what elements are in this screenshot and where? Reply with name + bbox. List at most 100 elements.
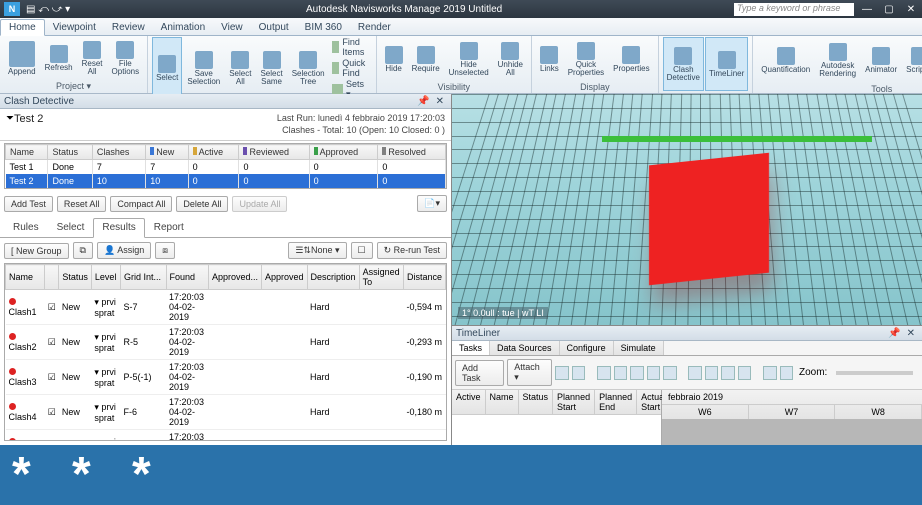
links-button[interactable]: Links: [536, 37, 563, 81]
test-row[interactable]: Test 2Done10100000: [6, 174, 446, 188]
clash-highlight: [649, 152, 769, 285]
scripter-button[interactable]: Scripter: [902, 37, 922, 83]
tl-tool-icon[interactable]: [614, 366, 627, 380]
tl-tab-tasks[interactable]: Tasks: [452, 341, 490, 355]
tab-bim-360[interactable]: BIM 360: [297, 20, 350, 35]
properties-button[interactable]: Properties: [609, 37, 653, 81]
tab-home[interactable]: Home: [0, 19, 45, 36]
hide-unsel-button[interactable]: Hide Unselected: [445, 37, 493, 81]
clash-detective-panel: Clash Detective 📌 ✕ ⏷ Test 2 Last Run: l…: [0, 94, 452, 445]
isolate-button[interactable]: ☐: [351, 242, 373, 259]
results-table[interactable]: NameStatusLevelGrid Int...FoundApproved.…: [4, 263, 447, 441]
tl-tool-icon[interactable]: [597, 366, 610, 380]
minimize-icon[interactable]: —: [860, 4, 874, 15]
tl-tool-icon[interactable]: [630, 366, 643, 380]
tl-tool-icon[interactable]: [555, 366, 568, 380]
append-button[interactable]: Append: [4, 37, 40, 80]
rendering-button[interactable]: Autodesk Rendering: [815, 37, 860, 83]
panel-close-icon[interactable]: ✕: [433, 96, 447, 107]
tl-tool-icon[interactable]: [688, 366, 701, 380]
zoom-label: Zoom:: [799, 367, 827, 378]
delete-all-button[interactable]: Delete All: [176, 196, 228, 212]
tl-tool-icon[interactable]: [663, 366, 676, 380]
clash-subtabs: RulesSelectResultsReport: [0, 218, 451, 238]
tab-render[interactable]: Render: [350, 20, 399, 35]
refresh-button[interactable]: Refresh: [41, 37, 77, 80]
quantification-button[interactable]: Quantification: [757, 37, 814, 83]
tl-close-icon[interactable]: ✕: [904, 328, 918, 339]
clash-row[interactable]: Clash4☑New▾ prvi spratF-617:20:03 04-02-…: [6, 395, 446, 430]
clash-row[interactable]: Clash5☑New▾ prvi spratP(1)-4(1)17:20:03 …: [6, 430, 446, 441]
export-button[interactable]: 📄▾: [417, 195, 447, 212]
tl-tool-icon[interactable]: [705, 366, 718, 380]
hide-button[interactable]: Hide: [381, 37, 407, 81]
pin-icon[interactable]: 📌: [414, 96, 432, 107]
subtab-report[interactable]: Report: [145, 218, 193, 237]
rerun-button[interactable]: ↻ Re-run Test: [377, 242, 447, 259]
animator-button[interactable]: Animator: [861, 37, 901, 83]
tl-tool-icon[interactable]: [780, 366, 793, 380]
compact-all-button[interactable]: Compact All: [110, 196, 172, 212]
require-button[interactable]: Require: [408, 37, 444, 81]
current-test-name: Test 2: [14, 113, 43, 136]
tab-view[interactable]: View: [213, 20, 251, 35]
test-row[interactable]: Test 1Done770000: [6, 160, 446, 175]
tab-review[interactable]: Review: [104, 20, 153, 35]
coord-readout: 1° 0.0ull : tue | wT LI: [458, 307, 548, 319]
new-group-button[interactable]: [ New Group: [4, 243, 69, 259]
tl-tab-simulate[interactable]: Simulate: [614, 341, 664, 355]
subtab-select[interactable]: Select: [48, 218, 94, 237]
tab-animation[interactable]: Animation: [153, 20, 213, 35]
add-test-button[interactable]: Add Test: [4, 196, 53, 212]
select-same-button[interactable]: Select Same: [256, 37, 286, 100]
clash-row[interactable]: Clash1☑New▾ prvi spratS-717:20:03 04-02-…: [6, 290, 446, 325]
file-options-button[interactable]: File Options: [108, 37, 144, 80]
zoom-slider[interactable]: [836, 371, 913, 375]
assign-button[interactable]: 👤 Assign: [97, 242, 151, 259]
reset-all-button[interactable]: Reset All: [57, 196, 107, 212]
tl-tab-data-sources[interactable]: Data Sources: [490, 341, 560, 355]
timeliner-panel: TimeLiner 📌 ✕ TasksData SourcesConfigure…: [452, 325, 922, 445]
3d-viewport[interactable]: 1° 0.0ull : tue | wT LI: [452, 94, 922, 325]
update-all-button[interactable]: Update All: [232, 196, 287, 212]
quick-find-button[interactable]: Quick Find: [330, 58, 372, 78]
subtab-results[interactable]: Results: [93, 218, 144, 238]
qat-icon[interactable]: ▤ ⤺ ⤻ ▾: [26, 4, 70, 15]
tl-attach-button[interactable]: Attach ▾: [507, 359, 552, 386]
tab-viewpoint[interactable]: Viewpoint: [45, 20, 104, 35]
ribbon-tabs: HomeViewpointReviewAnimationViewOutputBI…: [0, 18, 922, 36]
filter-none-button[interactable]: ☰⇅None ▾: [288, 242, 346, 259]
save-selection-button[interactable]: Save Selection: [183, 37, 224, 100]
select-all-button[interactable]: Select All: [225, 37, 255, 100]
close-icon[interactable]: ✕: [904, 4, 918, 15]
quick-props-button[interactable]: Quick Properties: [564, 37, 608, 81]
find-items-button[interactable]: Find Items: [330, 37, 372, 57]
clash-row[interactable]: Clash2☑New▾ prvi spratR-517:20:03 04-02-…: [6, 325, 446, 360]
maximize-icon[interactable]: ▢: [882, 4, 896, 15]
subtab-rules[interactable]: Rules: [4, 218, 48, 237]
tl-add-task-button[interactable]: Add Task: [455, 360, 504, 386]
watermark-overlay: * * *: [0, 445, 922, 505]
group-button[interactable]: ⧉: [73, 242, 93, 259]
timeliner-tabs: TasksData SourcesConfigureSimulate: [452, 341, 922, 356]
tl-tool-icon[interactable]: [572, 366, 585, 380]
clash-row[interactable]: Clash3☑New▾ prvi spratP-5(-1)17:20:03 04…: [6, 360, 446, 395]
tab-output[interactable]: Output: [251, 20, 297, 35]
tl-tool-icon[interactable]: [763, 366, 776, 380]
green-element: [602, 136, 872, 142]
tl-pin-icon[interactable]: 📌: [885, 328, 903, 339]
timeliner-button[interactable]: TimeLiner: [705, 37, 748, 91]
tl-tool-icon[interactable]: [721, 366, 734, 380]
clash-detective-button[interactable]: Clash Detective: [663, 37, 704, 91]
tl-tab-configure[interactable]: Configure: [560, 341, 614, 355]
search-input[interactable]: Type a keyword or phrase: [734, 3, 854, 16]
selection-tree-button[interactable]: Selection Tree: [288, 37, 329, 100]
tl-tool-icon[interactable]: [647, 366, 660, 380]
split-button[interactable]: ⧈: [155, 242, 175, 259]
select-button[interactable]: Select: [152, 37, 182, 100]
panel-title: Clash Detective: [4, 96, 74, 107]
expand-icon[interactable]: ⏷: [6, 113, 14, 136]
unhide-all-button[interactable]: Unhide All: [494, 37, 527, 81]
tl-tool-icon[interactable]: [738, 366, 751, 380]
reset-all-button[interactable]: Reset All: [78, 37, 107, 80]
